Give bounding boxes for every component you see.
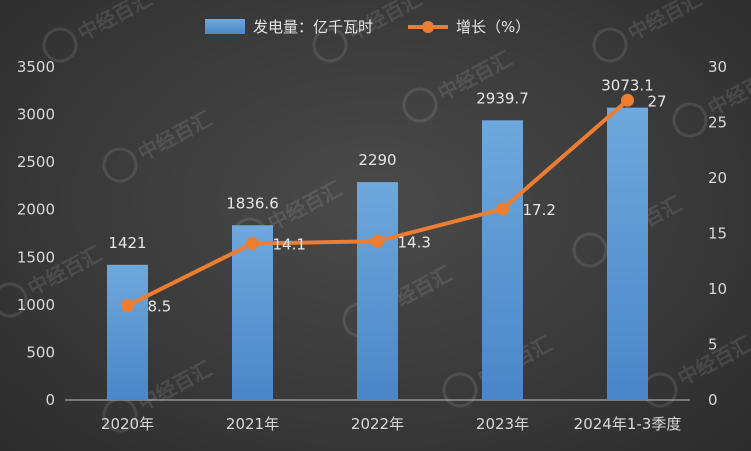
- y-right-tick-label: 20: [708, 169, 727, 187]
- line-value-label: 27: [648, 92, 667, 110]
- line-series: 8.5 14.1 14.3 17.2 27: [121, 92, 667, 316]
- line-marker: [621, 93, 634, 107]
- x-tick-label: 2020年: [101, 415, 154, 433]
- y-left-tick-label: 1500: [17, 248, 55, 266]
- y-axis-left: 0 500 1000 1500 2000 2500 3000 3500: [17, 58, 55, 409]
- line-marker: [246, 236, 259, 250]
- watermark: 中经百汇: [592, 0, 706, 63]
- y-right-tick-label: 25: [708, 114, 727, 132]
- bar: [482, 120, 523, 401]
- bar: [357, 182, 398, 400]
- line-marker: [371, 234, 384, 248]
- y-left-tick-label: 0: [45, 391, 55, 409]
- legend-bar-label: 发电量：亿千瓦时: [253, 18, 373, 36]
- x-tick-label: 2024年1-3季度: [574, 415, 682, 433]
- bar-value-label: 1421: [108, 234, 146, 252]
- bar-value-label: 2939.7: [476, 89, 529, 107]
- y-right-tick-label: 10: [708, 280, 727, 298]
- x-axis: 2020年 2021年 2022年 2023年 2024年1-3季度: [101, 415, 681, 433]
- y-left-tick-label: 2500: [17, 153, 55, 171]
- bar-series: 1421 1836.6 2290 2939.7 3073.1: [107, 77, 654, 401]
- watermark: 中经百汇: [42, 0, 156, 63]
- watermark: 中经百汇: [402, 47, 516, 123]
- y-right-tick-label: 0: [708, 391, 718, 409]
- bar: [107, 264, 148, 400]
- y-axis-right: 0 5 10 15 20 25 30: [708, 58, 727, 409]
- line-value-label: 17.2: [523, 201, 556, 219]
- y-left-tick-label: 2000: [17, 201, 55, 219]
- legend-line-label: 增长（%）: [456, 18, 530, 36]
- x-tick-label: 2021年: [226, 415, 279, 433]
- y-left-tick-label: 3500: [17, 58, 55, 76]
- legend-bar-swatch: [205, 19, 245, 34]
- y-right-tick-label: 30: [708, 58, 727, 76]
- svg-text:中经百汇: 中经百汇: [134, 107, 216, 166]
- x-tick-label: 2023年: [476, 415, 529, 433]
- line-marker: [121, 299, 134, 313]
- bar-value-label: 1836.6: [226, 194, 279, 212]
- legend-line-marker: [422, 21, 434, 33]
- svg-text:中经百汇: 中经百汇: [624, 0, 706, 45]
- line-value-label: 14.3: [398, 233, 431, 251]
- y-left-tick-label: 3000: [17, 106, 55, 124]
- y-right-tick-label: 5: [708, 336, 718, 354]
- line-value-label: 14.1: [273, 235, 306, 253]
- line-marker: [496, 202, 509, 216]
- bar-value-label: 3073.1: [601, 77, 654, 95]
- y-left-tick-label: 500: [26, 343, 55, 361]
- watermark: 中经百汇: [642, 332, 751, 408]
- legend: 发电量：亿千瓦时 增长（%）: [205, 18, 530, 36]
- bar-value-label: 2290: [358, 151, 396, 169]
- y-left-tick-label: 1000: [17, 296, 55, 314]
- svg-text:中经百汇: 中经百汇: [74, 0, 156, 45]
- line-value-label: 8.5: [148, 298, 172, 316]
- bar: [232, 225, 273, 400]
- x-tick-label: 2022年: [351, 415, 404, 433]
- watermark: 中经百汇: [102, 107, 216, 183]
- bar: [607, 107, 648, 400]
- y-right-tick-label: 15: [708, 225, 727, 243]
